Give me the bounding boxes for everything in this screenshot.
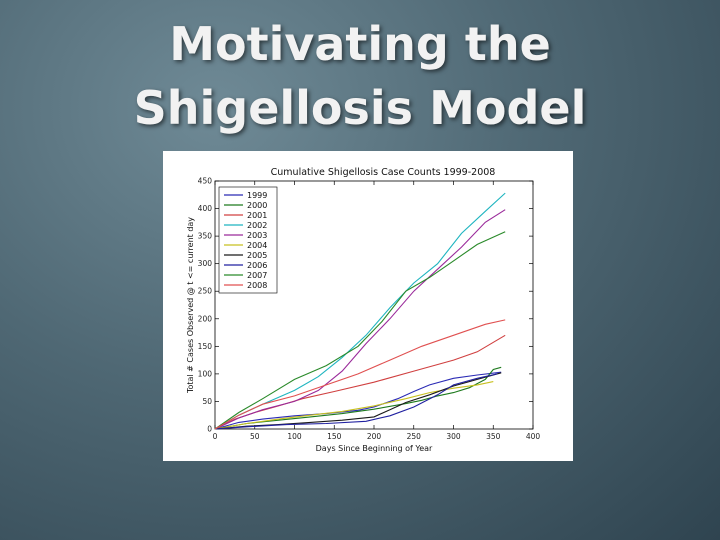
y-tick-label: 300 xyxy=(198,259,213,268)
legend-label-2002: 2002 xyxy=(247,221,267,230)
series-line-2000 xyxy=(214,366,502,430)
chart-title: Cumulative Shigellosis Case Counts 1999-… xyxy=(271,167,496,178)
slide-title-line-2: Shigellosis Model xyxy=(133,81,587,135)
y-tick-label: 100 xyxy=(198,369,213,378)
y-tick-label: 350 xyxy=(198,232,213,241)
legend-label-2003: 2003 xyxy=(247,231,267,240)
y-axis-label: Total # Cases Observed @ t <= current da… xyxy=(186,217,195,394)
legend-label-2008: 2008 xyxy=(247,281,267,290)
y-tick-label: 450 xyxy=(198,177,213,186)
chart-figure: Cumulative Shigellosis Case Counts 1999-… xyxy=(163,151,573,461)
legend-label-2004: 2004 xyxy=(247,241,267,250)
x-axis-label: Days Since Beginning of Year xyxy=(316,444,433,453)
legend-label-2005: 2005 xyxy=(247,251,267,260)
y-tick-label: 50 xyxy=(202,397,212,406)
y-tick-label: 250 xyxy=(198,287,213,296)
series-lines xyxy=(214,192,506,430)
legend-label-2001: 2001 xyxy=(247,211,267,220)
x-tick-label: 200 xyxy=(367,432,382,441)
slide-title: Motivating the Shigellosis Model xyxy=(0,12,720,140)
x-tick-label: 300 xyxy=(446,432,461,441)
slide-title-line-1: Motivating the xyxy=(169,17,551,71)
chart-svg: Cumulative Shigellosis Case Counts 1999-… xyxy=(186,167,541,453)
x-tick-label: 50 xyxy=(250,432,260,441)
x-tick-label: 400 xyxy=(526,432,541,441)
x-tick-label: 250 xyxy=(407,432,422,441)
y-tick-label: 400 xyxy=(198,204,213,213)
y-tick-label: 150 xyxy=(198,342,213,351)
series-line-2003 xyxy=(214,209,506,430)
series-line-2006 xyxy=(214,373,498,430)
series-line-2004 xyxy=(214,381,494,430)
legend-label-1999: 1999 xyxy=(247,191,267,200)
x-axis-ticks: 0 50 100 150 200 250 300 350 400 xyxy=(213,181,541,441)
series-line-2008 xyxy=(214,319,506,430)
series-line-2007 xyxy=(214,231,506,430)
x-tick-label: 350 xyxy=(486,432,501,441)
legend-label-2007: 2007 xyxy=(247,271,267,280)
series-line-1999 xyxy=(214,371,502,430)
y-tick-label: 0 xyxy=(207,425,212,434)
y-tick-label: 200 xyxy=(198,314,213,323)
y-axis-ticks: 0 50 100 150 200 250 300 350 400 450 xyxy=(198,177,533,434)
legend-label-2000: 2000 xyxy=(247,201,267,210)
x-tick-label: 0 xyxy=(213,432,218,441)
x-tick-label: 150 xyxy=(327,432,342,441)
legend-label-2006: 2006 xyxy=(247,261,267,270)
x-tick-label: 100 xyxy=(287,432,302,441)
